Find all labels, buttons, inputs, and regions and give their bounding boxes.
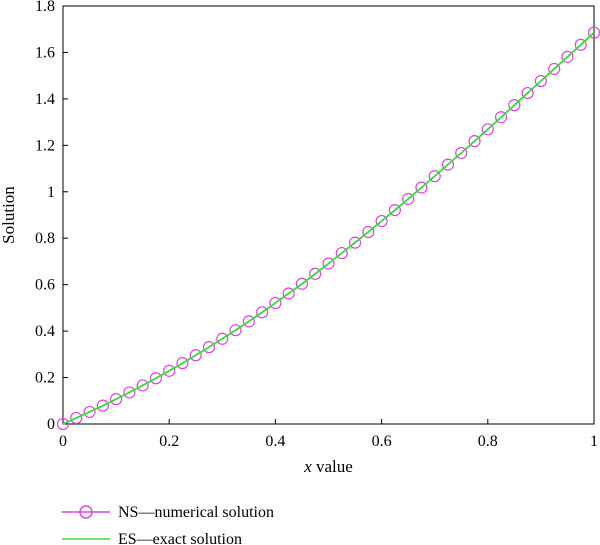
y-tick-label: 0 — [47, 416, 55, 433]
numerical-solution-point — [96, 399, 109, 412]
numerical-solution-point — [415, 181, 428, 194]
y-tick-label: 0.8 — [35, 230, 55, 247]
numerical-solution-point — [83, 405, 96, 419]
numerical-solution-point — [508, 99, 521, 112]
legend-label: NS—numerical solution — [118, 504, 274, 521]
x-axis-label-variable: x — [303, 457, 312, 476]
x-tick-label: 1 — [590, 433, 598, 450]
legend-item-numerical: NS—numerical solution — [62, 504, 274, 521]
numerical-solution-point — [481, 123, 494, 136]
numerical-solution-point — [548, 62, 561, 76]
numerical-solution-point — [149, 372, 163, 385]
numerical-solution-point — [269, 296, 282, 310]
numerical-solution-point — [189, 349, 202, 362]
numerical-solution-point — [202, 341, 216, 354]
numerical-solution-line — [62, 32, 595, 425]
y-tick-label: 0.2 — [35, 370, 55, 387]
legend: NS—numerical solution ES—exact solution — [62, 504, 274, 545]
numerical-solution-point — [335, 246, 348, 260]
numerical-solution-point — [70, 411, 83, 425]
y-tick-label: 1.6 — [35, 44, 55, 61]
numerical-solution-point — [309, 267, 322, 280]
x-tick-label: 0.8 — [478, 433, 498, 450]
numerical-solution-point — [455, 146, 468, 160]
numerical-solution-point — [574, 38, 587, 51]
numerical-solution-point — [136, 379, 149, 392]
x-axis-label: x value — [303, 457, 353, 476]
x-axis-ticks: 0 0.2 0.4 0.6 0.8 1 — [59, 419, 598, 450]
y-tick-label: 0.6 — [35, 277, 55, 294]
numerical-solution-point — [123, 386, 136, 399]
y-tick-label: 1.8 — [35, 0, 55, 15]
numerical-solution-point — [322, 257, 335, 270]
numerical-solution-point — [494, 111, 508, 124]
numerical-solution-point — [56, 417, 70, 431]
numerical-solution-point — [229, 324, 242, 337]
numerical-solution-point — [176, 357, 189, 370]
numerical-solution-point — [163, 364, 176, 377]
numerical-solution-point — [534, 74, 548, 88]
numerical-solution-point — [109, 393, 123, 406]
numerical-solution-point — [362, 225, 375, 239]
numerical-solution-point — [561, 50, 574, 63]
numerical-solution-point — [242, 315, 255, 328]
x-tick-label: 0 — [59, 433, 67, 450]
numerical-solution-point — [375, 214, 388, 228]
numerical-solution-point — [256, 306, 269, 319]
numerical-solution-point — [402, 192, 415, 206]
numerical-solution-point — [348, 236, 362, 249]
numerical-solution-point — [216, 332, 229, 345]
numerical-solution-point — [295, 277, 309, 290]
legend-swatch-marker — [79, 505, 93, 519]
y-tick-label: 1 — [47, 184, 55, 201]
y-axis-ticks: 0 0.2 0.4 0.6 0.8 1 1.2 1.4 1.6 1.8 — [35, 0, 68, 433]
x-axis-label-text: value — [316, 457, 353, 476]
numerical-solution-point — [468, 135, 481, 148]
numerical-solution-point — [521, 86, 534, 100]
y-tick-label: 1.2 — [35, 137, 55, 154]
plot-frame — [62, 5, 595, 425]
series-layer — [56, 26, 600, 431]
y-axis-label: Solution — [0, 186, 18, 244]
numerical-solution-point — [441, 158, 455, 171]
legend-label: ES—exact solution — [118, 531, 242, 545]
y-tick-label: 1.4 — [35, 91, 55, 108]
numerical-solution-point — [282, 287, 295, 300]
numerical-solution-point — [428, 170, 441, 183]
exact-solution-line — [62, 32, 595, 425]
x-tick-label: 0.4 — [265, 433, 285, 450]
legend-item-exact: ES—exact solution — [62, 531, 242, 545]
numerical-solution-point — [388, 204, 401, 217]
y-tick-label: 0.4 — [35, 323, 55, 340]
x-tick-label: 0.2 — [159, 433, 179, 450]
x-tick-label: 0.6 — [372, 433, 392, 450]
